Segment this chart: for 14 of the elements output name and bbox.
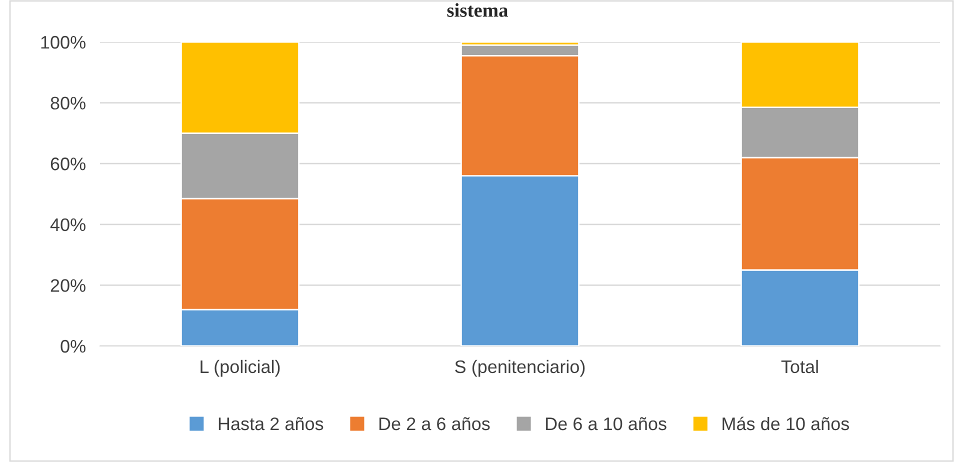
legend-label: De 6 a 10 años xyxy=(546,417,666,430)
chart-title: sistema xyxy=(447,3,508,17)
y-tick-label: 0% xyxy=(60,340,86,353)
x-tick-label: Total xyxy=(781,360,818,374)
y-tick-label: 100% xyxy=(41,36,86,49)
legend-label: Hasta 2 años xyxy=(218,417,324,430)
legend-label: De 2 a 6 años xyxy=(379,417,490,430)
y-tick-label: 40% xyxy=(50,218,86,232)
y-tick-label: 60% xyxy=(50,158,86,170)
y-tick-label: 80% xyxy=(50,96,86,110)
legend-label: Más de 10 años xyxy=(722,416,850,430)
x-tick-label: S (penitenciario) xyxy=(455,360,585,377)
x-tick-label: L (policial) xyxy=(200,360,280,377)
y-tick-label: 20% xyxy=(50,279,86,292)
